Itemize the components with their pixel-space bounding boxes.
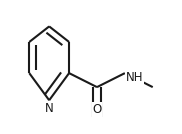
Text: O: O bbox=[92, 103, 102, 116]
Text: N: N bbox=[45, 102, 54, 115]
Text: NH: NH bbox=[126, 71, 143, 84]
